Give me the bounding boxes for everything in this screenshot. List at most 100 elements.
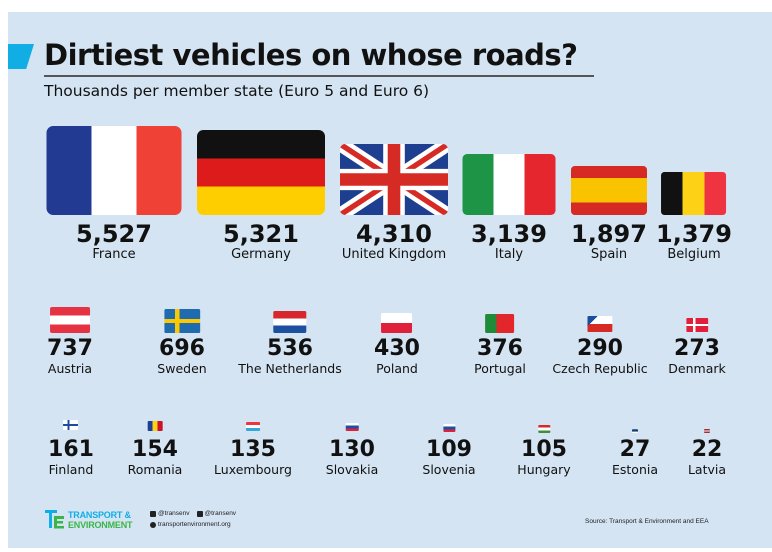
country-item-spain: 1,897 Spain [571, 166, 647, 262]
country-label: Luxembourg [214, 462, 292, 477]
country-item-sweden: 696 Sweden [157, 309, 207, 376]
globe-icon [150, 522, 156, 528]
flag-belgium-icon [661, 172, 727, 215]
country-label: Slovakia [325, 462, 379, 477]
flag-germany-icon [197, 130, 325, 215]
value-label: 536 [267, 336, 313, 361]
value-label: 737 [47, 336, 93, 361]
country-label: Romania [127, 462, 183, 477]
title-underline [44, 75, 594, 77]
flag-the-netherlands-icon [273, 311, 307, 333]
flag-slovakia-icon [345, 423, 359, 431]
country-label: Germany [231, 247, 291, 262]
country-item-united-kingdom: 4,310 United Kingdom [340, 144, 448, 262]
country-item-slovakia: 130 Slovakia [326, 423, 378, 477]
value-label: 109 [426, 437, 472, 462]
country-item-belgium: 1,379 Belgium [656, 172, 732, 262]
flag-czech-republic-icon [587, 316, 613, 332]
country-label: Estonia [611, 462, 659, 477]
flag-poland-icon [381, 313, 413, 333]
country-label: France [92, 247, 136, 262]
country-label: Spain [590, 247, 628, 262]
value-label: 430 [374, 336, 420, 361]
infographic-panel [8, 12, 772, 548]
flag-latvia-icon [704, 429, 710, 433]
flag-united-kingdom-icon [340, 144, 448, 215]
country-label: Latvia [687, 462, 727, 477]
social-handles: @transenv @transenv [150, 510, 236, 518]
value-label: 273 [674, 336, 720, 361]
website: transportenvironment.org [150, 521, 231, 529]
flag-luxembourg-icon [246, 422, 260, 431]
source-note: Source: Transport & Environment and EEA [585, 518, 709, 525]
country-label: Belgium [667, 247, 721, 262]
value-label: 130 [329, 437, 375, 462]
country-item-the-netherlands: 536 The Netherlands [238, 311, 342, 376]
country-item-france: 5,527 France [46, 126, 182, 262]
value-label: 161 [48, 437, 94, 462]
flag-spain-icon [571, 166, 647, 215]
transport-environment-logo: TRANSPORT & ENVIRONMENT [45, 510, 133, 530]
flag-france-icon [46, 126, 182, 215]
value-label: 154 [132, 437, 178, 462]
facebook-handle[interactable]: @transenv [204, 510, 237, 517]
country-item-portugal: 376 Portugal [474, 314, 526, 376]
flag-sweden-icon [164, 309, 200, 333]
value-label: 696 [159, 336, 205, 361]
country-item-germany: 5,321 Germany [197, 130, 325, 262]
country-label: United Kingdom [341, 247, 447, 262]
value-label: 376 [477, 336, 523, 361]
country-label: Finland [48, 462, 94, 477]
flag-estonia-icon [631, 429, 638, 433]
value-label: 3,139 [471, 220, 547, 248]
flag-italy-icon [462, 154, 556, 215]
twitter-handle[interactable]: @transenv [158, 510, 190, 517]
chart-title: Dirtiest vehicles on whose roads? [44, 38, 578, 72]
flag-finland-icon [63, 420, 79, 430]
country-item-estonia: 27 Estonia [612, 429, 658, 477]
country-label: Italy [494, 247, 524, 262]
country-item-denmark: 273 Denmark [668, 318, 726, 376]
value-label: 27 [619, 437, 651, 462]
country-label: Czech Republic [552, 361, 648, 376]
country-item-hungary: 105 Hungary [517, 425, 571, 477]
flag-slovenia-icon [442, 424, 455, 432]
country-item-poland: 430 Poland [374, 313, 420, 376]
country-item-austria: 737 Austria [47, 307, 93, 376]
value-label: 5,527 [76, 220, 152, 248]
flag-denmark-icon [685, 318, 708, 332]
country-label: The Netherlands [238, 361, 342, 376]
value-label: 135 [230, 437, 276, 462]
country-item-latvia: 22 Latvia [688, 429, 726, 477]
country-label: Austria [47, 361, 93, 376]
value-label: 5,321 [223, 220, 299, 248]
country-item-luxembourg: 135 Luxembourg [214, 422, 292, 477]
value-label: 22 [691, 437, 723, 462]
country-label: Denmark [668, 361, 726, 376]
logo-line2: ENVIRONMENT [68, 520, 133, 530]
flag-austria-icon [50, 307, 90, 333]
facebook-icon [196, 511, 203, 517]
flag-portugal-icon [485, 314, 515, 333]
flag-romania-icon [147, 421, 163, 431]
flag-hungary-icon [537, 425, 550, 433]
te-logo-icon [45, 510, 64, 529]
country-item-finland: 161 Finland [48, 420, 94, 477]
country-label: Sweden [157, 361, 207, 376]
country-item-slovenia: 109 Slovenia [422, 424, 476, 477]
country-item-czech-republic: 290 Czech Republic [552, 316, 648, 376]
twitter-icon [150, 511, 156, 517]
chart-subtitle: Thousands per member state (Euro 5 and E… [44, 82, 430, 100]
logo-line1: TRANSPORT & [68, 510, 131, 520]
country-label: Portugal [474, 361, 526, 376]
value-label: 1,897 [571, 220, 647, 248]
value-label: 105 [521, 437, 567, 462]
value-label: 1,379 [656, 220, 732, 248]
country-label: Poland [376, 361, 418, 376]
value-label: 4,310 [356, 220, 432, 248]
value-label: 290 [577, 336, 623, 361]
country-item-romania: 154 Romania [127, 421, 183, 477]
country-label: Hungary [517, 462, 571, 477]
country-label: Slovenia [422, 462, 476, 477]
website-link[interactable]: transportenvironment.org [158, 521, 231, 528]
